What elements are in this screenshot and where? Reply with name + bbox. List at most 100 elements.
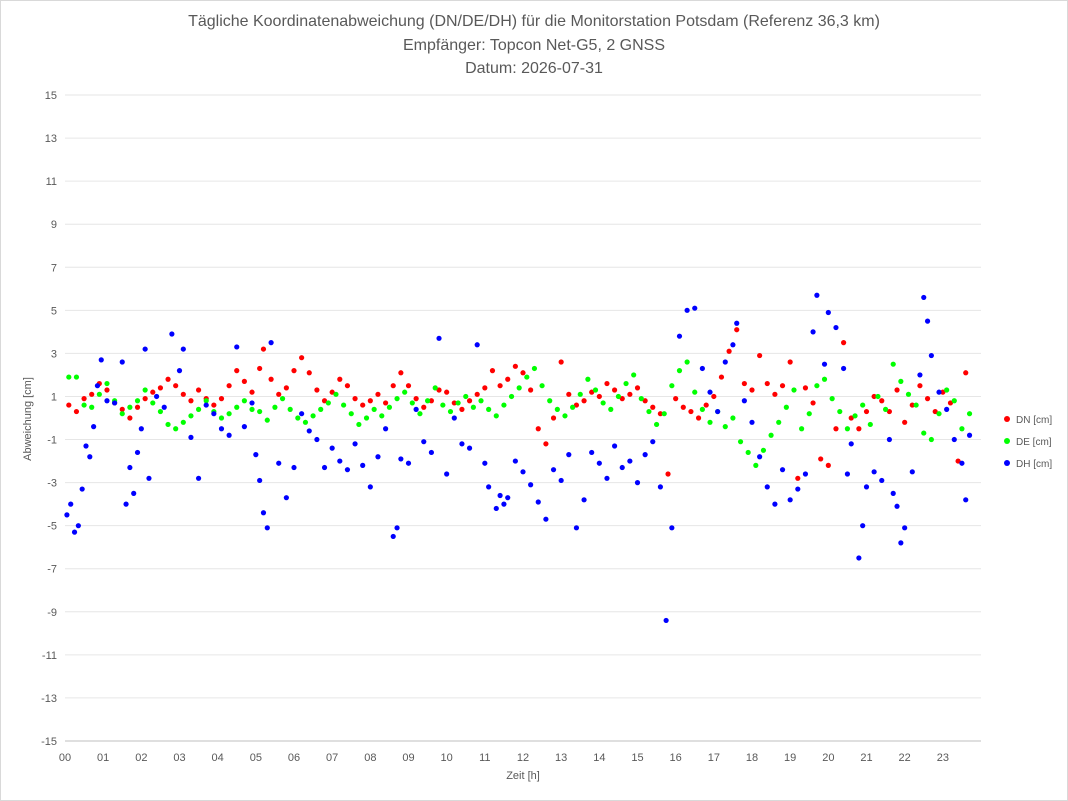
data-point (180, 391, 186, 397)
data-point (821, 361, 828, 367)
data-point (539, 383, 545, 389)
data-point (337, 458, 343, 464)
data-point (375, 454, 381, 460)
x-tick-label: 13 (555, 752, 567, 764)
data-point (663, 617, 669, 624)
data-point (814, 292, 820, 298)
data-point (409, 400, 415, 406)
data-point (741, 398, 747, 404)
data-point (966, 411, 973, 417)
data-point (150, 400, 156, 406)
data-point (882, 406, 889, 412)
data-point (291, 464, 297, 471)
data-point (921, 430, 927, 436)
data-point (257, 477, 263, 484)
data-point (493, 413, 499, 419)
data-point (119, 411, 125, 417)
data-point (421, 404, 427, 410)
x-tick-label: 03 (173, 752, 185, 764)
data-point (688, 408, 694, 415)
data-point (852, 413, 858, 419)
data-point (119, 406, 125, 412)
data-point (818, 456, 824, 462)
data-point (363, 415, 370, 421)
data-point (661, 411, 667, 417)
data-point (424, 398, 431, 404)
data-point (570, 404, 576, 410)
data-point (383, 426, 389, 432)
data-point (482, 460, 488, 466)
data-point (218, 396, 225, 402)
x-tick-label: 01 (97, 752, 109, 764)
data-point (787, 359, 793, 365)
y-tick-label: -1 (47, 435, 57, 447)
data-point (375, 391, 381, 397)
data-point (119, 359, 125, 365)
x-tick-label: 17 (708, 752, 720, 764)
chart-title: Tägliche Koordinatenabweichung (DN/DE/DH… (188, 13, 880, 30)
data-point (821, 376, 828, 382)
data-point (615, 393, 622, 400)
data-point (886, 408, 893, 415)
data-point (127, 415, 133, 421)
data-point (226, 383, 232, 389)
data-point (474, 391, 480, 397)
data-point (531, 365, 538, 372)
data-point (249, 406, 255, 412)
series-1 (66, 359, 973, 468)
data-point (909, 469, 915, 475)
data-point (138, 426, 144, 432)
data-point (398, 370, 404, 376)
data-point (176, 368, 183, 374)
data-point (589, 449, 595, 456)
x-tick-label: 08 (364, 752, 376, 764)
data-point (394, 525, 400, 531)
data-point (134, 398, 141, 404)
data-point (470, 404, 476, 410)
data-point (104, 398, 110, 404)
data-point (894, 387, 900, 393)
data-point (829, 396, 835, 402)
data-point (314, 436, 320, 443)
data-point (772, 501, 778, 507)
data-point (310, 413, 316, 419)
data-point (234, 404, 240, 410)
data-point (547, 398, 553, 404)
data-point (890, 490, 896, 496)
data-point (444, 471, 450, 477)
data-point (600, 400, 606, 406)
data-point (562, 413, 568, 419)
data-point (890, 361, 896, 367)
x-tick-label: 10 (441, 752, 453, 764)
data-point (543, 516, 549, 522)
data-point (944, 406, 950, 412)
data-point (646, 408, 652, 415)
data-point (573, 402, 580, 408)
data-point (653, 421, 660, 428)
legend-entry: DN [cm] (1016, 415, 1052, 426)
data-point (581, 398, 587, 404)
data-point (833, 426, 839, 432)
data-point (291, 368, 297, 374)
data-point (89, 404, 95, 410)
data-point (463, 393, 469, 400)
data-point (287, 406, 293, 412)
data-point (921, 294, 927, 301)
data-point (402, 389, 408, 395)
data-point (837, 408, 843, 415)
data-point (844, 471, 851, 477)
data-point (612, 443, 618, 449)
legend-entry: DH [cm] (1016, 459, 1052, 470)
data-point (436, 387, 442, 393)
data-point (692, 389, 698, 395)
data-point (486, 406, 492, 412)
data-point (64, 512, 70, 518)
data-point (195, 475, 202, 481)
data-point (195, 406, 202, 412)
data-point (466, 398, 473, 404)
data-point (180, 346, 186, 352)
data-point (360, 462, 366, 468)
data-point (226, 411, 232, 417)
